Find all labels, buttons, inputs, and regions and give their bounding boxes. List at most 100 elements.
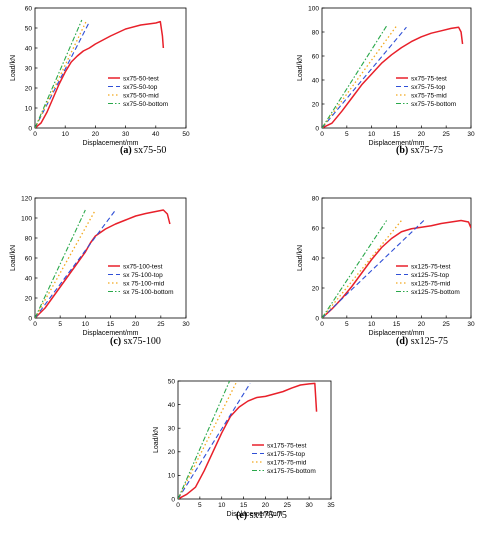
chart-panel-4: 0 5 10 15 20 25 30 0 20 40 60 80 Displacement/mm Load… — [297, 195, 475, 347]
y-tick-label: 0 — [28, 315, 32, 322]
series-line-test — [178, 382, 318, 499]
y-tick-label: 80 — [312, 29, 320, 36]
x-tick-label: 30 — [467, 321, 475, 328]
y-tick-label: 40 — [312, 77, 320, 84]
y-axis-label: Load/kN — [297, 245, 304, 271]
chart-panel-2: 0 5 10 15 20 25 30 0 20 40 60 80 100 Displacement/mm L… — [297, 5, 475, 156]
y-tick-label: 120 — [21, 195, 32, 202]
x-tick-label: 35 — [327, 502, 335, 509]
x-tick-label: 30 — [122, 131, 130, 138]
legend-entry: sx75-75-top — [411, 84, 446, 91]
x-tick-label: 25 — [284, 502, 292, 509]
caption-letter: (a) — [120, 145, 134, 156]
y-tick-label: 0 — [171, 496, 175, 503]
y-axis-label: Load/kN — [153, 427, 160, 453]
legend-entry: sx175-75-test — [267, 442, 307, 449]
x-axis-label: Displacement/mm — [226, 511, 282, 518]
legend-entry: sx 75-100-top — [123, 272, 163, 279]
y-tick-label: 30 — [168, 426, 176, 433]
x-tick-label: 5 — [58, 321, 62, 328]
legend-entry: sx75-75-test — [411, 75, 447, 82]
x-tick-label: 5 — [345, 321, 349, 328]
series-line-test — [35, 209, 171, 318]
caption-letter: (b) — [396, 145, 411, 156]
series-line-test — [35, 20, 165, 128]
y-tick-label: 0 — [315, 315, 319, 322]
x-axis-label: Displacement/mm — [368, 140, 424, 147]
x-tick-label: 10 — [368, 131, 376, 138]
legend-entry: sx 75-100-mid — [123, 280, 165, 287]
legend-entry: sx 75-100-bottom — [123, 289, 174, 296]
caption-letter: (d) — [396, 336, 411, 347]
panel-caption: (e) sx175-75 — [236, 510, 287, 521]
y-tick-label: 0 — [315, 125, 319, 132]
panel-caption: (d) sx125-75 — [396, 336, 448, 347]
plot-frame — [177, 380, 332, 500]
y-axis-label: Load/kN — [10, 245, 17, 271]
caption-name: sx75-100 — [124, 336, 161, 347]
x-tick-label: 20 — [92, 131, 100, 138]
chart-panel-5: 0 5 10 15 20 25 30 35 0 10 20 30 40 50 Displacement/mm… — [153, 378, 335, 521]
series-line-bottom — [322, 220, 388, 318]
y-tick-label: 30 — [25, 65, 33, 72]
series-line-bottom — [35, 209, 86, 318]
caption-name: sx75-50 — [134, 145, 166, 156]
series-line-bottom — [322, 25, 388, 128]
legend-entry: sx125-75-test — [411, 263, 451, 270]
y-axis-label: Load/kN — [10, 55, 17, 81]
y-tick-label: 40 — [168, 402, 176, 409]
legend-entry: sx175-75-mid — [267, 459, 307, 466]
y-tick-label: 60 — [25, 5, 33, 12]
y-tick-label: 20 — [168, 449, 176, 456]
plot-frame — [34, 197, 187, 319]
series-line-mid — [35, 209, 96, 318]
legend-entry: sx75-75-mid — [411, 92, 447, 99]
x-tick-label: 40 — [152, 131, 160, 138]
x-tick-label: 30 — [306, 502, 314, 509]
x-tick-label: 0 — [176, 502, 180, 509]
legend-entry: sx75-50-top — [123, 84, 158, 91]
chart-panel-1: 0 10 20 30 40 50 0 10 20 30 40 50 60 Displacement/mm L… — [10, 5, 190, 156]
series-line-top — [35, 209, 116, 318]
x-axis-label: Displacement/mm — [368, 330, 424, 337]
caption-letter: (e) — [236, 510, 250, 521]
legend-entry: sx75-100-test — [123, 263, 163, 270]
x-tick-label: 20 — [262, 502, 270, 509]
y-tick-label: 20 — [312, 285, 320, 292]
legend-entry: sx75-50-test — [123, 75, 159, 82]
y-tick-label: 10 — [25, 105, 33, 112]
x-tick-label: 10 — [368, 321, 376, 328]
legend-entry: sx75-75-bottom — [411, 101, 456, 108]
x-tick-label: 30 — [467, 131, 475, 138]
legend-entry: sx75-50-bottom — [123, 101, 168, 108]
y-tick-label: 50 — [25, 25, 33, 32]
panel-caption: (b) sx75-75 — [396, 145, 443, 156]
y-tick-label: 20 — [25, 85, 33, 92]
x-tick-label: 10 — [218, 502, 226, 509]
y-tick-label: 60 — [312, 53, 320, 60]
caption-name: sx125-75 — [411, 336, 448, 347]
x-tick-label: 10 — [62, 131, 70, 138]
panel-caption: (a) sx75-50 — [120, 145, 166, 156]
plot-frame — [321, 7, 472, 129]
y-tick-label: 40 — [25, 275, 33, 282]
caption-name: sx175-75 — [250, 510, 287, 521]
y-tick-label: 50 — [168, 378, 176, 385]
chart-panel-3: 0 5 10 15 20 25 30 0 20 40 60 80 100 120 Displacement/… — [10, 195, 190, 347]
y-tick-label: 60 — [25, 255, 33, 262]
x-axis-label: Displacement/mm — [82, 330, 138, 337]
series-line-mid — [322, 25, 398, 128]
x-tick-label: 25 — [443, 321, 451, 328]
y-tick-label: 80 — [25, 235, 33, 242]
x-tick-label: 0 — [33, 131, 37, 138]
plot-frame — [34, 7, 187, 129]
y-axis-label: Load/kN — [297, 55, 304, 81]
legend-entry: sx125-75-top — [411, 272, 449, 279]
x-tick-label: 5 — [345, 131, 349, 138]
legend-entry: sx125-75-mid — [411, 280, 451, 287]
series-line-test — [322, 26, 464, 128]
